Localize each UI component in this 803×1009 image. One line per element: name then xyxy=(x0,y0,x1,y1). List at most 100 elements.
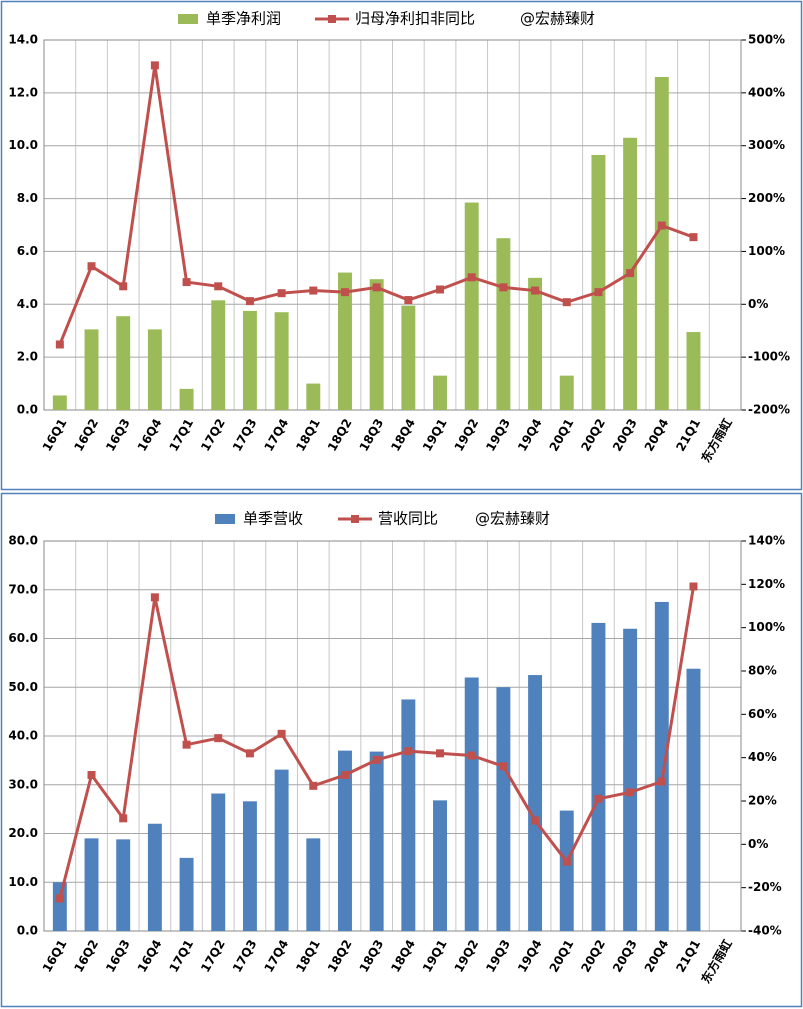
marker xyxy=(436,285,445,294)
bar xyxy=(52,395,67,410)
bar xyxy=(369,751,384,931)
y2-tick-label: 140% xyxy=(748,534,785,548)
marker xyxy=(562,298,571,307)
bar xyxy=(591,154,606,410)
bar xyxy=(623,628,638,931)
bar xyxy=(686,332,701,410)
marker xyxy=(436,749,445,758)
y2-tick-label: 120% xyxy=(748,577,785,591)
bar xyxy=(147,823,162,931)
y2-tick-label: 100% xyxy=(748,244,785,258)
marker xyxy=(626,269,635,278)
marker xyxy=(214,282,223,291)
y-tick-label: 6.0 xyxy=(17,244,38,258)
y2-tick-label: 200% xyxy=(748,191,785,205)
y2-tick-label: 500% xyxy=(748,33,785,47)
marker xyxy=(182,278,191,287)
bar xyxy=(84,838,99,931)
bar xyxy=(147,329,162,410)
bar xyxy=(654,601,669,931)
bar xyxy=(179,388,194,410)
marker xyxy=(499,762,508,771)
marker xyxy=(309,781,318,790)
bar xyxy=(211,300,226,410)
marker xyxy=(626,788,635,797)
marker xyxy=(372,283,381,292)
y-tick-label: 2.0 xyxy=(17,350,38,364)
y2-tick-label: 0% xyxy=(748,297,768,311)
bar xyxy=(338,272,352,410)
marker xyxy=(309,286,318,295)
marker xyxy=(245,297,254,306)
marker xyxy=(182,740,191,749)
marker xyxy=(277,729,286,738)
legend-label: 单季营收 xyxy=(243,510,303,528)
bar xyxy=(274,769,289,931)
marker xyxy=(499,283,508,292)
y-tick-label: 20.0 xyxy=(8,826,38,840)
y2-tick-label: 400% xyxy=(748,85,785,99)
marker xyxy=(119,282,128,291)
plot-frame xyxy=(43,39,742,411)
y-tick-label: 60.0 xyxy=(8,631,38,645)
legend-swatch xyxy=(178,14,198,24)
marker xyxy=(214,734,223,743)
legend-label: 归母净利扣非同比 xyxy=(355,10,475,28)
y-tick-label: 12.0 xyxy=(8,85,38,99)
marker xyxy=(150,593,159,602)
bar xyxy=(528,277,543,410)
y2-tick-label: -200% xyxy=(748,403,790,417)
bar xyxy=(686,668,701,931)
marker xyxy=(594,288,603,297)
y-tick-label: 0.0 xyxy=(17,924,38,938)
bar xyxy=(369,279,384,410)
marker xyxy=(87,771,96,779)
y2-tick-label: -20% xyxy=(748,880,782,894)
bar xyxy=(433,375,447,410)
plot-frame xyxy=(43,540,742,932)
marker xyxy=(150,61,159,70)
bar xyxy=(116,316,131,410)
y-tick-label: 80.0 xyxy=(8,534,38,548)
bar xyxy=(274,312,289,410)
marker xyxy=(340,771,349,779)
bar xyxy=(433,800,447,931)
bar xyxy=(401,699,416,931)
y2-tick-label: 300% xyxy=(748,138,785,152)
y-tick-label: 40.0 xyxy=(8,729,38,743)
annotation: @宏赫臻财 xyxy=(475,510,550,528)
marker xyxy=(657,777,666,786)
bar xyxy=(464,202,479,410)
legend-marker xyxy=(351,515,359,523)
marker xyxy=(531,286,540,295)
annotation: @宏赫臻财 xyxy=(520,10,595,28)
bar xyxy=(654,77,669,410)
y2-tick-label: 60% xyxy=(748,707,777,721)
legend-label: 营收同比 xyxy=(378,510,438,528)
y-tick-label: 30.0 xyxy=(8,777,38,791)
y-tick-label: 10.0 xyxy=(8,875,38,889)
y-tick-label: 70.0 xyxy=(8,582,38,596)
panel xyxy=(0,0,803,491)
marker xyxy=(657,221,666,230)
bar xyxy=(242,310,257,410)
bar xyxy=(559,810,574,931)
marker xyxy=(87,262,96,271)
marker xyxy=(372,755,381,764)
y-tick-label: 8.0 xyxy=(17,191,38,205)
marker xyxy=(404,747,413,756)
marker xyxy=(467,751,476,760)
bar xyxy=(464,677,479,931)
y-tick-label: 14.0 xyxy=(8,33,38,47)
legend-swatch xyxy=(215,514,235,524)
marker xyxy=(245,749,254,758)
marker xyxy=(531,816,540,825)
bar xyxy=(179,857,194,931)
bar xyxy=(211,793,226,931)
bar xyxy=(496,687,511,931)
y-tick-label: 50.0 xyxy=(8,680,38,694)
bar xyxy=(528,675,543,931)
marker xyxy=(277,289,286,298)
y-tick-label: 4.0 xyxy=(17,297,38,311)
